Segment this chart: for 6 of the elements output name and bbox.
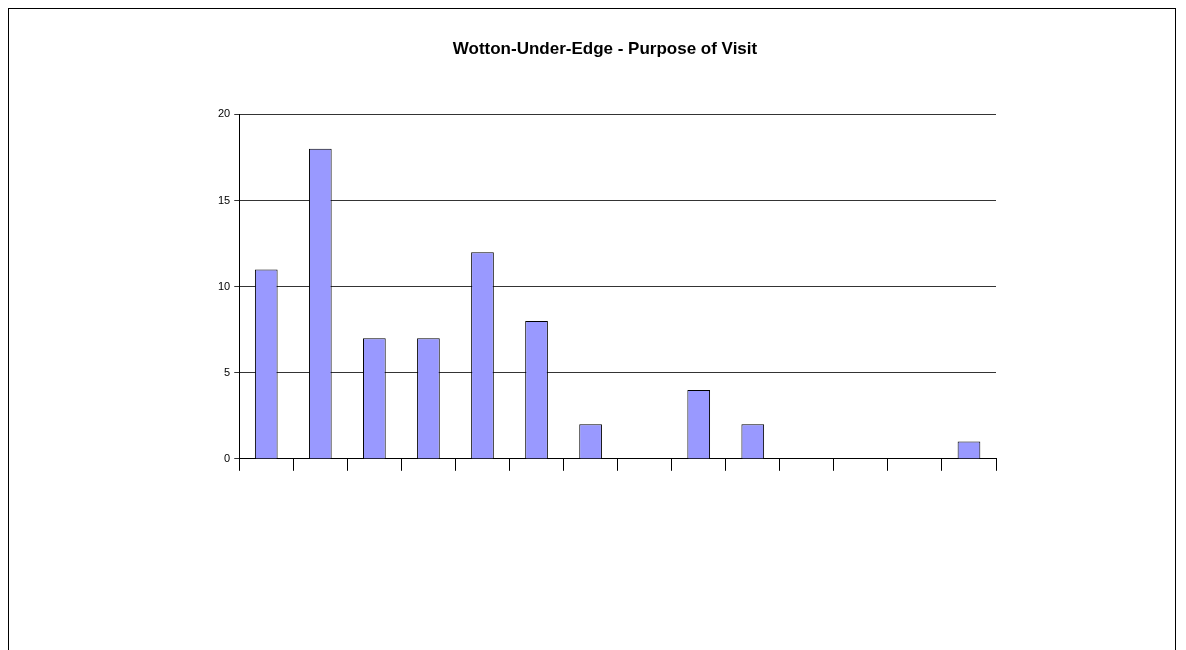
chart-title: Wotton-Under-Edge - Purpose of Visit xyxy=(452,38,758,58)
y-tick-label: 5 xyxy=(224,365,231,378)
y-tick-label: 10 xyxy=(217,279,231,292)
y-tick-label: 0 xyxy=(224,451,231,464)
y-tick-label: 15 xyxy=(217,193,231,206)
y-tick-label: 20 xyxy=(217,107,231,120)
